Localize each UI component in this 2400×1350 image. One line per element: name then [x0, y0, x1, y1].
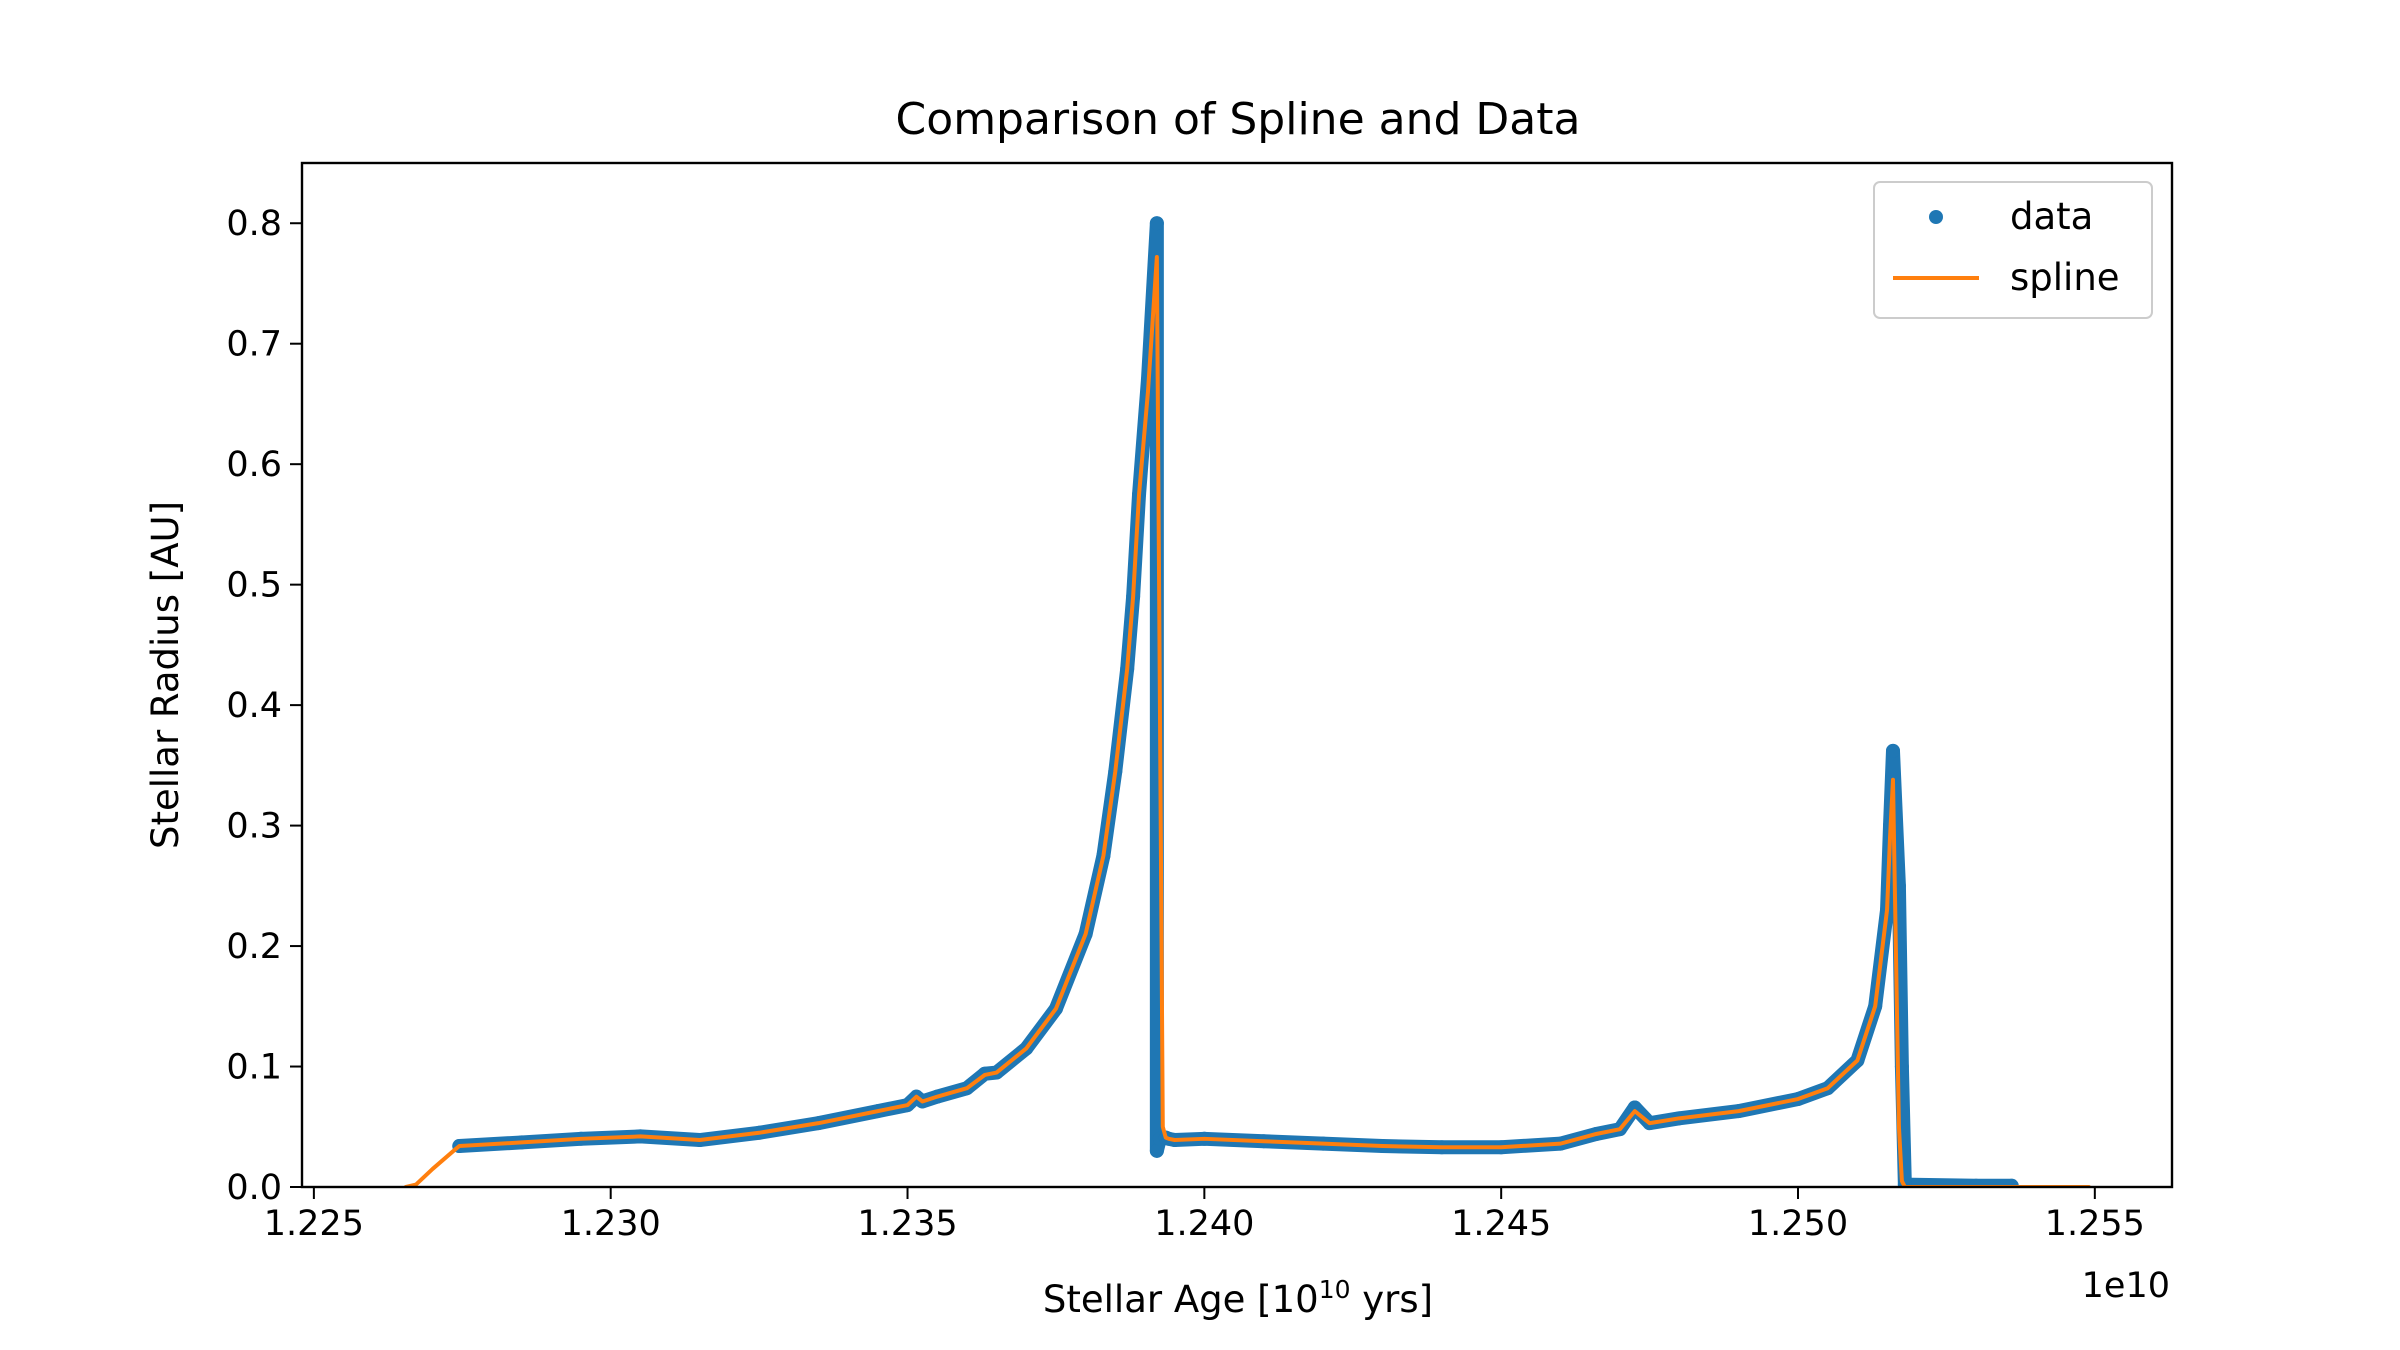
legend-data-marker: [1929, 210, 1943, 224]
y-tick-label: 0.7: [226, 325, 282, 365]
x-axis-offset-label: 1e10: [2082, 1266, 2170, 1306]
y-axis-label: Stellar Radius [AU]: [144, 501, 187, 849]
chart-title: Comparison of Spline and Data: [896, 94, 1581, 145]
x-tick-label: 1.240: [1154, 1204, 1254, 1244]
x-tick-label: 1.245: [1451, 1204, 1551, 1244]
legend-data-label: data: [2010, 195, 2093, 238]
x-axis-label: Stellar Age [1010 yrs]: [1043, 1275, 1433, 1321]
legend-frame: [1873, 181, 2153, 319]
x-axis-label-prefix: Stellar Age [10: [1043, 1278, 1319, 1321]
x-tick-label: 1.255: [2045, 1204, 2145, 1244]
axes-frame: [300, 161, 2174, 1189]
x-tick-label: 1.250: [1748, 1204, 1848, 1244]
x-axis-label-suffix: yrs]: [1351, 1278, 1434, 1321]
y-tick-label: 0.2: [226, 927, 282, 967]
y-tick-label: 0.3: [226, 807, 282, 847]
legend-spline-label: spline: [2010, 256, 2120, 299]
x-tick-label: 1.225: [264, 1204, 364, 1244]
spline-series-line: [403, 254, 2091, 1187]
y-tick-label: 0.4: [226, 686, 282, 726]
x-tick-label: 1.230: [561, 1204, 661, 1244]
data-point: [1627, 1100, 1642, 1115]
y-tick-label: 0.5: [226, 566, 282, 606]
y-tick-label: 0.0: [226, 1168, 282, 1208]
y-tick-label: 0.8: [226, 204, 282, 244]
y-tick-label: 0.1: [226, 1048, 282, 1088]
data-point: [2004, 1178, 2019, 1187]
x-axis-label-exponent: 10: [1319, 1275, 1351, 1304]
plot-area: [403, 216, 2091, 1187]
data-point: [1149, 1143, 1164, 1158]
data-point: [1969, 1178, 1984, 1187]
plot-series-group: [403, 216, 2091, 1187]
y-axis-ticks: 0.0 0.1 0.2 0.3 0.4 0.5 0.6 0.7 0.8: [226, 204, 302, 1208]
x-tick-label: 1.235: [857, 1204, 957, 1244]
data-point: [1885, 743, 1900, 758]
legend: data spline: [1873, 181, 2153, 319]
y-tick-label: 0.6: [226, 445, 282, 485]
x-axis-ticks: 1.225 1.230 1.235 1.240 1.245 1.250 1.255: [264, 1187, 2145, 1244]
data-point: [1149, 216, 1164, 231]
